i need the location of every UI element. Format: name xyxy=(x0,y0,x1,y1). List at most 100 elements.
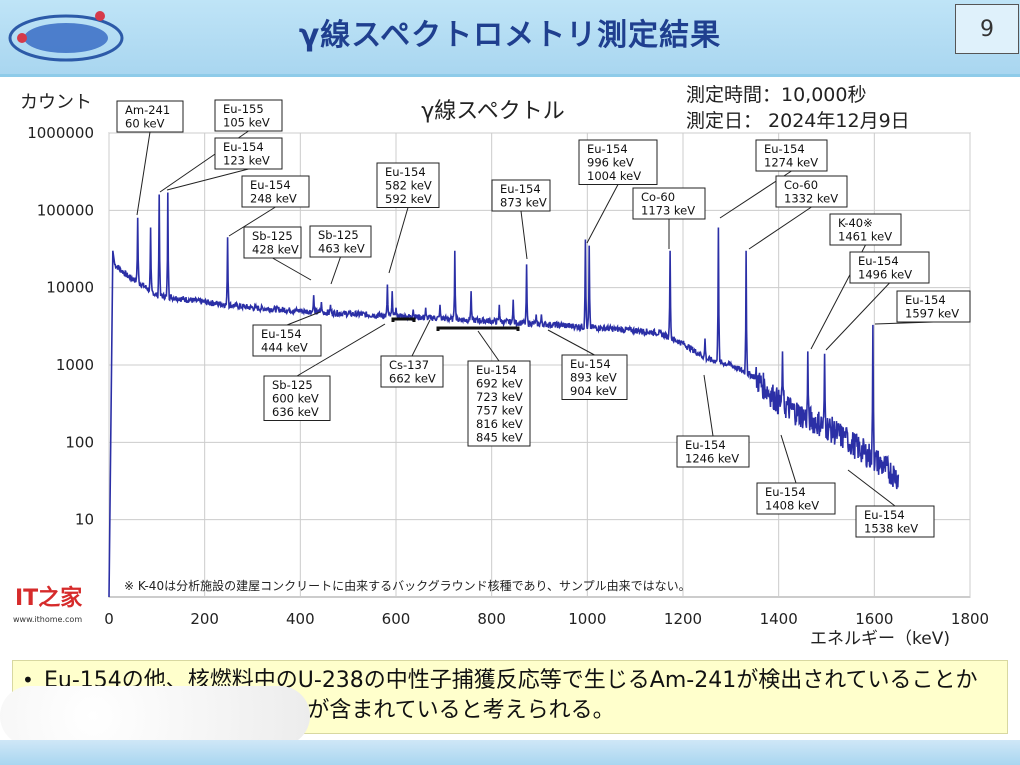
annotation-leader xyxy=(847,469,896,507)
annotation-label: 1538 keV xyxy=(864,522,918,536)
page-number: 9 xyxy=(955,4,1019,54)
annotation-label: 123 keV xyxy=(223,154,270,168)
annotation-label: 662 keV xyxy=(389,372,436,386)
y-tick-label: 1000000 xyxy=(27,124,94,142)
annotation-label: 757 keV xyxy=(476,404,523,418)
organization-logo xyxy=(8,11,124,62)
annotation-label: Co-60 xyxy=(784,178,818,192)
x-axis-label: エネルギー（keV) xyxy=(810,629,950,649)
annotation-label: 1173 keV xyxy=(641,204,695,218)
annotation-leader xyxy=(330,256,341,285)
annotation-leader xyxy=(825,282,890,351)
annotation-leader xyxy=(586,184,619,244)
annotation-label: 816 keV xyxy=(476,417,523,431)
gamma-spectrum-chart: 0 200 400 600 800 1000 1200 1400 1600 1800 1000000… xyxy=(13,84,989,649)
x-tick-label: 800 xyxy=(477,610,506,628)
annotation-label: Co-60 xyxy=(641,190,675,204)
annotation-leader xyxy=(780,434,797,484)
annotation-label: Eu-154 xyxy=(864,508,905,522)
x-tick-label: 1200 xyxy=(664,610,702,628)
annotation-label: Eu-154 xyxy=(476,363,517,377)
annotation-leader xyxy=(477,330,500,362)
x-tick-label: 400 xyxy=(286,610,315,628)
chart-title: γ線スペクトル xyxy=(421,99,564,124)
annotation-box xyxy=(775,175,848,208)
annotation-label: 1274 keV xyxy=(764,156,818,170)
annotation-label: 1332 keV xyxy=(784,192,838,206)
annotation-box xyxy=(243,226,302,259)
annotation-leader xyxy=(547,329,595,356)
annotation-label: Eu-154 xyxy=(250,178,291,192)
annotation-label: 60 keV xyxy=(125,117,165,131)
annotation-label: Eu-154 xyxy=(764,142,805,156)
annotation-label: Eu-154 xyxy=(500,182,541,196)
annotation-box xyxy=(116,100,184,133)
annotation-label: 996 keV xyxy=(587,156,634,170)
annotation-label: Sb-125 xyxy=(318,228,359,242)
annotation-label: Sb-125 xyxy=(252,229,293,243)
annotation-label: 1597 keV xyxy=(905,307,959,321)
measurement-info: 測定時間：10,000秒 xyxy=(686,84,866,106)
annotation-box xyxy=(855,505,935,538)
annotation-box xyxy=(214,99,283,132)
slide-title: γ線スペクトロメトリ測定結果 xyxy=(298,18,722,53)
y-tick-label: 1000 xyxy=(56,356,94,374)
annotation-box xyxy=(755,139,828,172)
annotation-label: 105 keV xyxy=(223,116,270,130)
annotation-leader xyxy=(748,206,812,250)
annotation-label: 444 keV xyxy=(261,341,308,355)
annotation-box xyxy=(561,354,628,400)
annotation-label: Eu-155 xyxy=(223,102,264,116)
blurred-overlay xyxy=(0,686,310,746)
annotation-label: 1461 keV xyxy=(838,230,892,244)
annotation-label: Eu-154 xyxy=(385,165,426,179)
annotation-box xyxy=(309,225,372,258)
annotation-leader xyxy=(411,319,431,357)
annotation-box xyxy=(632,187,706,220)
group-bracket xyxy=(436,326,520,331)
annotation-label: 600 keV xyxy=(272,392,319,406)
x-tick-label: 1600 xyxy=(855,610,893,628)
annotation-label: Eu-154 xyxy=(570,357,611,371)
annotation-box xyxy=(756,482,836,515)
annotation-label: Eu-154 xyxy=(685,438,726,452)
y-axis-label: カウント xyxy=(20,92,92,113)
annotation-box xyxy=(676,435,750,468)
annotation-label: 428 keV xyxy=(252,243,299,257)
annotation-label: 582 keV xyxy=(385,179,432,193)
spectrum-line xyxy=(108,192,900,598)
annotation-label: K-40※ xyxy=(838,216,873,230)
annotation-leader xyxy=(296,323,386,377)
x-tick-label: 1000 xyxy=(568,610,606,628)
slide-footer xyxy=(0,740,1020,765)
annotation-label: Am-241 xyxy=(125,103,170,117)
annotation-leader xyxy=(703,374,714,437)
annotation-label: 692 keV xyxy=(476,377,523,391)
annotation-leader xyxy=(388,207,409,274)
group-bracket xyxy=(391,317,416,322)
annotation-label: 845 keV xyxy=(476,431,523,445)
x-tick-label: 1800 xyxy=(951,610,989,628)
watermark-logo: IT之家 xyxy=(15,585,83,611)
annotation-leader xyxy=(272,257,312,281)
chart-footnote: ※ K-40は分析施設の建屋コンクリートに由来するバックグラウンド核種であり、サ… xyxy=(124,578,691,593)
annotation-label: Eu-154 xyxy=(765,485,806,499)
annotation-label: 1246 keV xyxy=(685,452,739,466)
annotation-box xyxy=(263,375,331,421)
annotation-box xyxy=(214,137,283,170)
annotation-label: 893 keV xyxy=(570,371,617,385)
note-bullet: • xyxy=(22,668,34,692)
slide-header: γ線スペクトロメトリ測定結果 9 xyxy=(0,0,1020,74)
annotation-label: 1496 keV xyxy=(858,268,912,282)
y-tick-label: 100 xyxy=(65,433,94,451)
annotation-box xyxy=(829,213,902,246)
measurement-info: 測定日： 2024年12月9日 xyxy=(686,110,910,132)
header-divider xyxy=(0,74,1020,77)
x-tick-label: 1400 xyxy=(760,610,798,628)
annotation-label: Eu-154 xyxy=(223,140,264,154)
annotation-box xyxy=(467,360,531,447)
x-tick-label: 200 xyxy=(190,610,219,628)
annotation-leader xyxy=(136,131,151,216)
annotation-label: Eu-154 xyxy=(905,293,946,307)
annotation-leader xyxy=(520,210,528,260)
